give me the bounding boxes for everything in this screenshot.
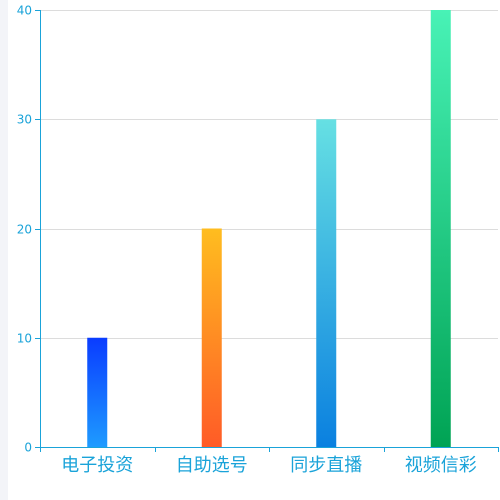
x-category-label-1: 自助选号 [176,455,248,476]
x-category-label-0: 电子投资 [61,455,133,476]
left-edge-strip [0,0,8,500]
labels: 0 10 20 30 40 电子投资 自助选号 同步直播 视频信彩 [17,4,477,477]
bars [87,10,451,447]
bar-2 [316,119,337,447]
bar-1 [201,228,222,447]
y-tick-label-40: 40 [17,4,32,18]
grid-lines [40,10,498,339]
bar-3 [430,10,451,447]
y-tick-label-0: 0 [24,441,32,455]
y-tick-label-10: 10 [17,332,32,346]
bar-0 [87,337,108,447]
x-category-label-2: 同步直播 [290,455,362,476]
y-tick-label-30: 30 [17,113,32,127]
axes [35,10,499,452]
y-tick-label-20: 20 [17,223,32,237]
x-category-label-3: 视频信彩 [405,455,477,476]
